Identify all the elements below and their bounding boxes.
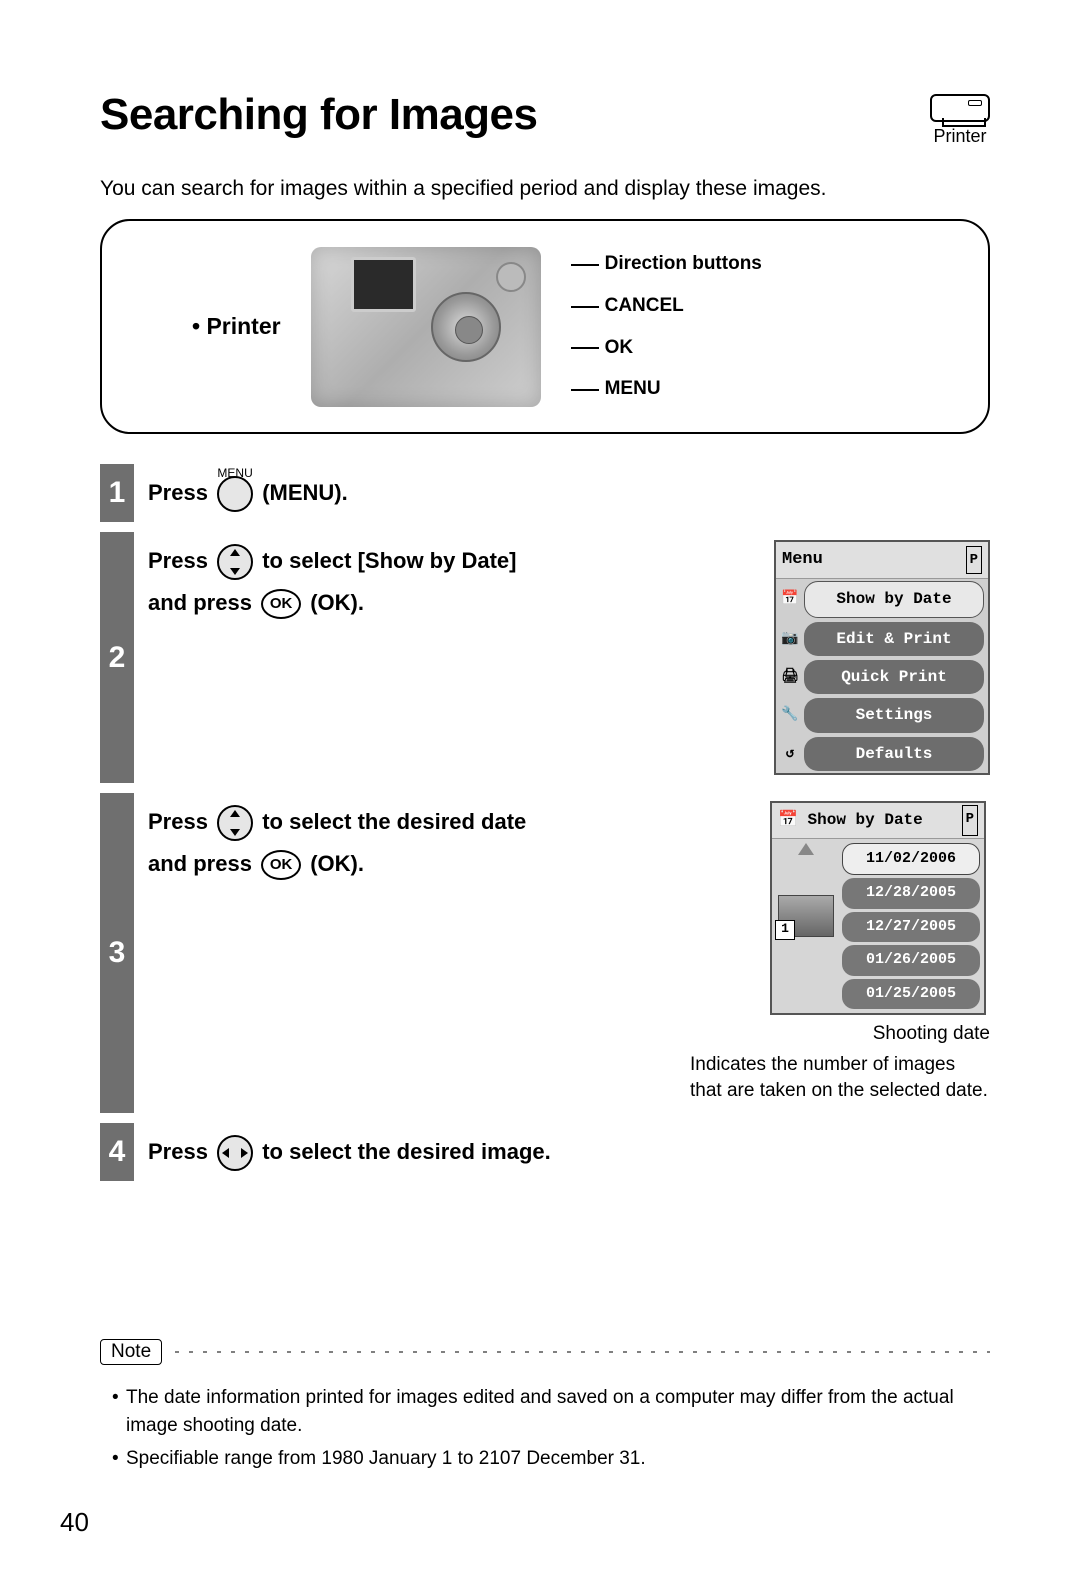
print-icon: 🖨 [780,667,800,687]
dates-col: 11/02/2006 12/28/2005 12/27/2005 01/26/2… [842,843,980,1010]
camera-icon: 📷 [780,629,800,649]
callout: Shooting date Indicates the number of im… [690,1021,990,1105]
t: to select the desired image. [262,1139,551,1164]
date-item: 12/27/2005 [842,912,980,943]
leftright-button-icon [217,1135,253,1171]
ok-button-icon: OK [261,850,301,880]
note-item: The date information printed for images … [112,1384,990,1441]
device-screen-icon [351,257,416,312]
up-arrow-icon [798,843,814,855]
printer-label: Printer [930,126,990,147]
menu-item: Defaults [804,737,984,771]
device-photo [311,247,541,407]
t: to select [Show by Date] [262,548,516,573]
device-wheel-icon [431,292,501,362]
reset-icon: ↺ [780,744,800,764]
lcd-title: Menu [782,544,823,576]
date-item: 12/28/2005 [842,878,980,909]
step-num: 2 [100,532,134,783]
step-text: Press (MENU). [148,472,990,514]
t: and press [148,590,252,615]
device-legend: Direction buttons CANCEL OK MENU [571,243,762,410]
note-head: Note [100,1339,990,1365]
updown-button-icon [217,805,253,841]
step-num: 4 [100,1123,134,1181]
lcd-row: 🔧Settings [776,696,988,734]
t: Press [148,809,208,834]
menu-item: Edit & Print [804,622,984,656]
wrench-icon: 🔧 [780,706,800,726]
p-badge-icon: P [966,546,982,575]
dots-divider [170,1350,990,1354]
lcd-row: 📷Edit & Print [776,620,988,658]
menu-item: Quick Print [804,660,984,694]
page-number: 40 [60,1507,89,1538]
device-label: Printer [192,313,281,340]
step-text: Press to select the desired date and pre… [148,801,750,1105]
lcd-head: Menu P [776,542,988,579]
callout-shooting: Shooting date [690,1021,990,1048]
note-block: Note The date information printed for im… [100,1339,990,1493]
t: to select the desired date [262,809,526,834]
step-text: Press to select [Show by Date] and press… [148,540,754,775]
printer-icon-block: Printer [930,94,990,147]
t: Press [148,1139,208,1164]
device-box: Printer Direction buttons CANCEL OK MENU [100,219,990,434]
thumb-col: 1 [776,843,836,1010]
intro-text: You can search for images within a speci… [100,177,990,201]
device-print-button-icon [496,262,526,292]
page-title: Searching for Images [100,90,537,140]
callout-indicates: Indicates the number of images that are … [690,1052,990,1105]
updown-button-icon [217,544,253,580]
legend-direction: Direction buttons [571,243,762,285]
steps: 1 Press (MENU). 2 Press to select [Show … [100,464,990,1181]
note-badge: Note [100,1339,162,1365]
step-3: 3 Press to select the desired date and p… [100,793,990,1113]
step-body: Press to select the desired image. [134,1123,990,1181]
step-num: 3 [100,793,134,1113]
lcd-head: 📅 Show by Date P [772,803,984,838]
calendar-icon: 📅 [778,811,798,829]
page: Searching for Images Printer You can sea… [0,0,1080,1231]
step-4: 4 Press to select the desired image. [100,1123,990,1181]
t: Press [148,548,208,573]
menu-item: Show by Date [804,581,984,617]
step-text: Press to select the desired image. [148,1131,990,1173]
menu-item: Settings [804,698,984,732]
thumbnail: 1 [778,895,834,937]
lcd-row: 📅Show by Date [776,579,988,619]
ok-button-icon: OK [261,589,301,619]
lcd-dates: 📅 Show by Date P 1 11/02/2006 [770,801,986,1015]
menu-button-icon [217,476,253,512]
note-item: Specifiable range from 1980 January 1 to… [112,1445,990,1474]
header-row: Searching for Images Printer [100,90,990,147]
lcd-row: 🖨Quick Print [776,658,988,696]
t: Press [148,480,208,505]
printer-icon [930,94,990,122]
note-list: The date information printed for images … [100,1384,990,1474]
lcd-row: ↺Defaults [776,735,988,773]
t: (OK). [310,590,364,615]
calendar-icon: 📅 [780,589,800,609]
lcd-title: 📅 Show by Date [778,805,923,835]
step-num: 1 [100,464,134,522]
legend-menu: MENU [571,368,762,410]
step-body: Press to select the desired date and pre… [134,793,990,1113]
step-1: 1 Press (MENU). [100,464,990,522]
step-body: Press to select [Show by Date] and press… [134,532,990,783]
t: (MENU). [262,480,348,505]
lcd-menu: Menu P 📅Show by Date 📷Edit & Print 🖨Quic… [774,540,990,775]
date-item: 01/26/2005 [842,945,980,976]
p-badge-icon: P [962,805,978,835]
step-body: Press (MENU). [134,464,990,522]
legend-ok: OK [571,327,762,369]
t: (OK). [310,851,364,876]
count-badge: 1 [775,920,795,940]
date-item: 01/25/2005 [842,979,980,1010]
step-2: 2 Press to select [Show by Date] and pre… [100,532,990,783]
lcd-body: 1 11/02/2006 12/28/2005 12/27/2005 01/26… [772,839,984,1014]
date-item: 11/02/2006 [842,843,980,876]
legend-cancel: CANCEL [571,285,762,327]
t: and press [148,851,252,876]
